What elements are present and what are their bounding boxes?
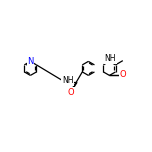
Text: O: O xyxy=(120,71,126,79)
Text: NH: NH xyxy=(62,76,73,85)
Text: NH: NH xyxy=(104,54,116,63)
Text: O: O xyxy=(68,88,74,97)
Text: N: N xyxy=(27,57,34,66)
